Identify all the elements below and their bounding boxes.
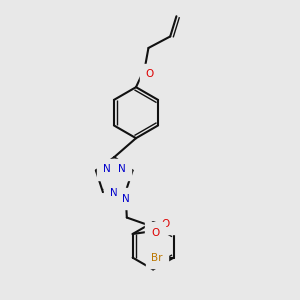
Text: Br: Br: [151, 253, 163, 262]
Text: N: N: [122, 194, 130, 204]
Text: N: N: [118, 164, 126, 174]
Text: O: O: [151, 228, 159, 238]
Text: N: N: [110, 188, 118, 198]
Text: O: O: [161, 219, 170, 229]
Text: N: N: [103, 164, 110, 174]
Text: O: O: [145, 69, 154, 79]
